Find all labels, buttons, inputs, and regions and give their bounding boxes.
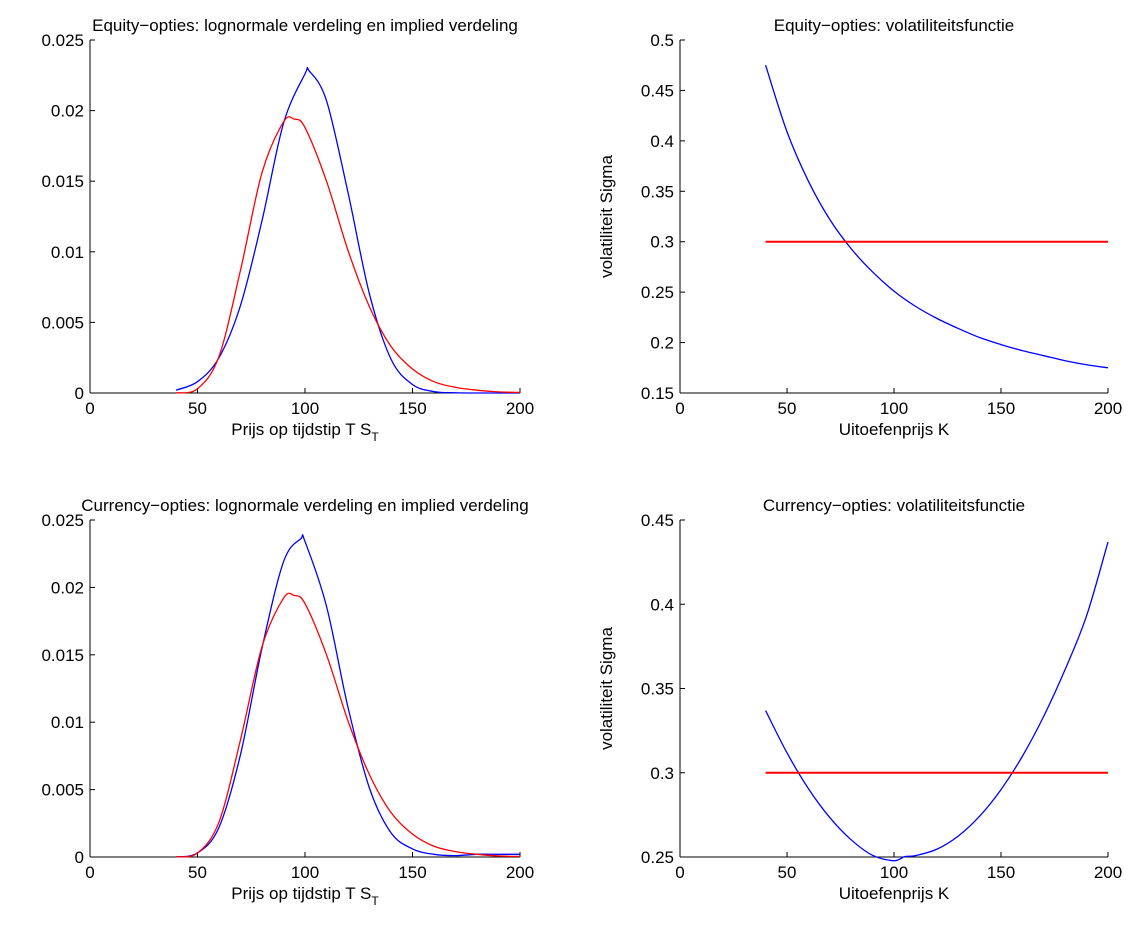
x-tick-label: 0 <box>85 399 94 418</box>
x-tick-label: 100 <box>291 399 319 418</box>
x-axis-label: Prijs op tijdstip T ST <box>231 420 379 444</box>
x-tick-label: 100 <box>880 863 908 882</box>
series-line-blue <box>765 541 1109 862</box>
x-tick-label: 200 <box>506 863 534 882</box>
x-tick-label: 50 <box>778 863 797 882</box>
x-axis-label: Prijs op tijdstip T ST <box>231 884 379 908</box>
y-tick-label: 0.4 <box>650 595 674 614</box>
y-tick-label: 0.25 <box>641 848 674 867</box>
x-tick-label: 150 <box>398 863 426 882</box>
y-tick-label: 0.005 <box>41 313 84 332</box>
y-tick-label: 0.01 <box>51 243 84 262</box>
y-tick-label: 0.35 <box>641 182 674 201</box>
y-tick-label: 0.02 <box>51 102 84 121</box>
x-tick-label: 150 <box>987 399 1015 418</box>
y-tick-label: 0.025 <box>41 511 84 530</box>
x-tick-label: 100 <box>880 399 908 418</box>
y-tick-label: 0.45 <box>641 511 674 530</box>
chart-title: Currency−opties: volatiliteitsfunctie <box>763 496 1025 515</box>
y-tick-label: 0.35 <box>641 680 674 699</box>
chart-2: Equity−opties: volatiliteitsfunctie 0 50 10… <box>597 16 1122 439</box>
x-tick-label: 0 <box>85 863 94 882</box>
y-tick-label: 0.015 <box>41 172 84 191</box>
x-tick-label: 150 <box>398 399 426 418</box>
y-tick-label: 0.25 <box>641 283 674 302</box>
series-line-blue <box>175 534 520 858</box>
series-line-blue <box>175 66 520 394</box>
y-axis-label: volatiliteit Sigma <box>597 627 616 750</box>
chart-title: Equity−opties: lognormale verdeling en i… <box>92 16 518 35</box>
y-tick-label: 0.2 <box>650 334 674 353</box>
y-tick-label: 0.02 <box>51 578 84 597</box>
y-axis-label: volatiliteit Sigma <box>597 155 616 278</box>
y-tick-label: 0.01 <box>51 713 84 732</box>
y-tick-label: 0.4 <box>650 132 674 151</box>
x-axis-label: Uitoefenprijs K <box>839 884 950 903</box>
chart-1: Equity−opties: lognormale verdeling en i… <box>41 16 534 444</box>
x-tick-label: 50 <box>188 399 207 418</box>
chart-title: Currency−opties: lognormale verdeling en… <box>81 496 528 515</box>
y-tick-label: 0.3 <box>650 764 674 783</box>
series-line-red <box>175 116 521 394</box>
y-tick-label: 0 <box>75 384 84 403</box>
x-tick-label: 150 <box>987 863 1015 882</box>
y-tick-label: 0.5 <box>650 31 674 50</box>
x-tick-label: 100 <box>291 863 319 882</box>
x-tick-label: 200 <box>506 399 534 418</box>
chart-3: Currency−opties: lognormale verdeling en… <box>41 496 534 908</box>
x-tick-label: 50 <box>188 863 207 882</box>
y-tick-label: 0.015 <box>41 646 84 665</box>
y-tick-label: 0.45 <box>641 81 674 100</box>
x-tick-label: 50 <box>778 399 797 418</box>
y-tick-label: 0 <box>75 848 84 867</box>
series-line-blue <box>764 65 1109 369</box>
x-tick-label: 200 <box>1094 863 1122 882</box>
x-tick-label: 0 <box>675 863 684 882</box>
series-line-red <box>175 592 521 858</box>
y-tick-label: 0.3 <box>650 233 674 252</box>
y-tick-label: 0.15 <box>641 384 674 403</box>
chart-4: Currency−opties: volatiliteitsfunctie 0 50… <box>597 496 1122 903</box>
x-tick-label: 0 <box>675 399 684 418</box>
x-axis-label: Uitoefenprijs K <box>839 420 950 439</box>
x-tick-label: 200 <box>1094 399 1122 418</box>
y-tick-label: 0.025 <box>41 31 84 50</box>
chart-title: Equity−opties: volatiliteitsfunctie <box>774 16 1015 35</box>
y-tick-label: 0.005 <box>41 781 84 800</box>
